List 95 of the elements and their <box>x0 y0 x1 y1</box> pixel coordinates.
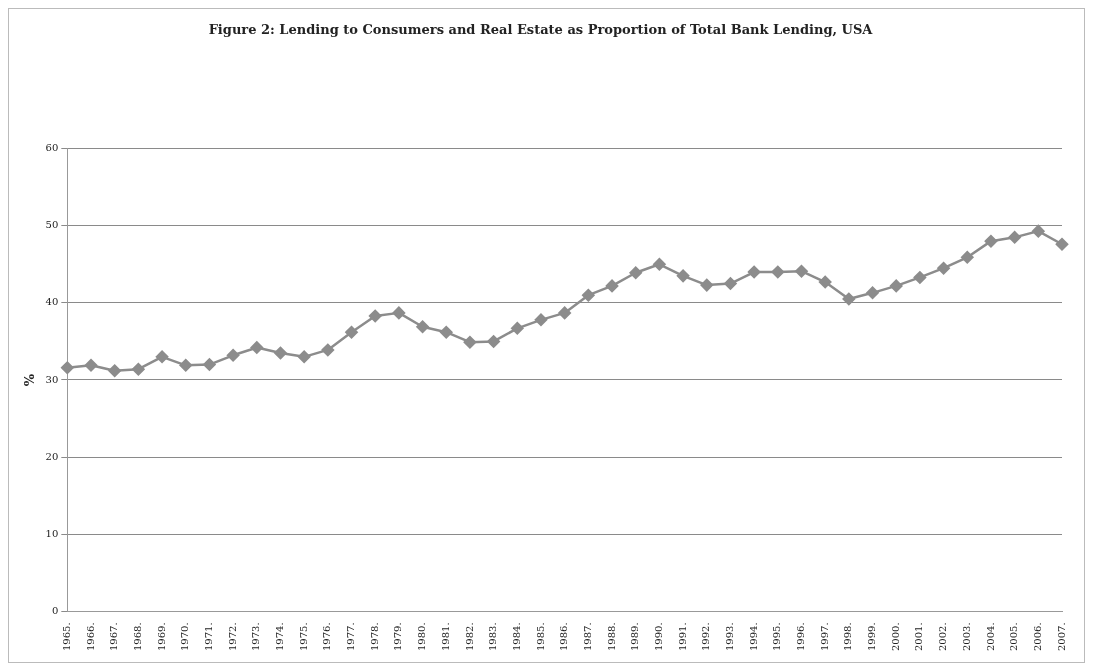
x-tick-label: 2001. <box>913 622 925 652</box>
x-tick-label: 1989. <box>629 622 641 652</box>
point <box>84 359 98 372</box>
point <box>463 335 477 349</box>
x-tick-label: 1976. <box>321 622 333 652</box>
x-tick-label: 1991. <box>676 622 688 652</box>
x-tick-label: 1992. <box>700 622 712 652</box>
point <box>179 359 192 372</box>
x-tick-label: 1975. <box>297 622 309 652</box>
x-tick-label: 2003. <box>960 622 972 652</box>
point <box>1008 231 1021 244</box>
point <box>795 264 808 278</box>
x-tick-label: 1970. <box>179 622 191 652</box>
point <box>724 277 737 290</box>
x-tick-label: 2005. <box>1008 622 1020 652</box>
point <box>629 266 642 280</box>
point <box>961 251 974 264</box>
x-tick-label: 1996. <box>795 622 807 652</box>
point <box>937 261 950 275</box>
point <box>1055 237 1069 251</box>
x-tick-label: 1978. <box>368 622 380 652</box>
x-tick-label: 1967. <box>108 622 120 652</box>
point <box>108 364 121 377</box>
x-tick-label: 1979. <box>392 622 404 652</box>
point <box>984 234 998 248</box>
y-axis-title: % <box>22 373 38 387</box>
x-tick-label: 1981. <box>439 622 451 652</box>
x-tick-label: 1974. <box>274 622 286 652</box>
point <box>889 279 903 293</box>
x-tick-label: 1966. <box>84 622 96 652</box>
x-tick-label: 1980. <box>416 622 428 652</box>
x-tick-label: 1973. <box>250 622 262 652</box>
point <box>440 325 453 339</box>
point <box>700 278 714 292</box>
point <box>866 286 879 300</box>
point <box>747 265 761 279</box>
x-tick-label: 1972. <box>226 622 238 652</box>
x-tick-label: 2000. <box>889 622 901 652</box>
x-tick-label: 1984. <box>510 622 522 652</box>
x-tick-label: 1986. <box>558 622 570 652</box>
point <box>487 335 500 348</box>
x-tick-label: 2002. <box>937 622 949 652</box>
point <box>155 350 169 364</box>
x-tick-label: 1997. <box>818 622 830 652</box>
x-tick-label: 1977. <box>345 622 357 652</box>
y-tick-label: 60 <box>45 142 59 154</box>
chart-title: Figure 2: Lending to Consumers and Real Estate as Proportion of Total Bank Lending, USA <box>208 22 874 38</box>
point <box>203 358 216 371</box>
x-tick-label: 2007. <box>1055 622 1067 652</box>
point <box>605 279 619 293</box>
y-tick-label: 30 <box>45 373 59 385</box>
x-tick-label: 1995. <box>771 622 783 652</box>
x-tick-label: 1999. <box>866 622 878 652</box>
point <box>582 288 595 302</box>
point <box>676 269 690 283</box>
x-tick-label: 1998. <box>842 622 854 652</box>
y-tick-label: 20 <box>45 450 59 462</box>
x-tick-label: 1987. <box>581 622 593 652</box>
y-tick-label: 50 <box>45 219 59 231</box>
y-tick-label: 0 <box>51 604 59 616</box>
x-tick-label: 2006. <box>1031 622 1043 652</box>
x-tick-label: 2004. <box>984 622 996 652</box>
point <box>345 325 358 339</box>
x-tick-label: 1993. <box>724 622 736 652</box>
point <box>771 265 785 279</box>
y-tick-label: 10 <box>45 527 59 539</box>
point <box>1032 224 1045 238</box>
point <box>842 292 856 306</box>
point <box>818 275 832 289</box>
point <box>653 258 666 271</box>
point <box>61 361 74 374</box>
x-tick-label: 1969. <box>155 622 167 652</box>
point <box>534 313 548 327</box>
point <box>321 343 335 357</box>
point <box>297 350 311 364</box>
point <box>913 271 927 284</box>
x-tick-label: 1968. <box>131 622 143 652</box>
point <box>132 362 145 376</box>
x-tick-label: 1965. <box>60 622 72 652</box>
point <box>558 306 571 320</box>
point <box>226 349 240 362</box>
point <box>368 309 382 323</box>
x-tick-label: 1983. <box>487 622 499 652</box>
point <box>250 341 264 354</box>
y-tick-label: 40 <box>45 296 59 308</box>
point <box>392 306 406 320</box>
x-tick-label: 1988. <box>605 622 617 652</box>
x-tick-label: 1985. <box>534 622 546 652</box>
x-tick-label: 1994. <box>747 622 759 652</box>
point <box>274 346 287 360</box>
point <box>511 322 524 335</box>
x-tick-label: 1982. <box>463 622 475 652</box>
point <box>416 320 429 334</box>
x-tick-label: 1971. <box>203 622 215 652</box>
x-tick-label: 1990. <box>652 622 664 652</box>
